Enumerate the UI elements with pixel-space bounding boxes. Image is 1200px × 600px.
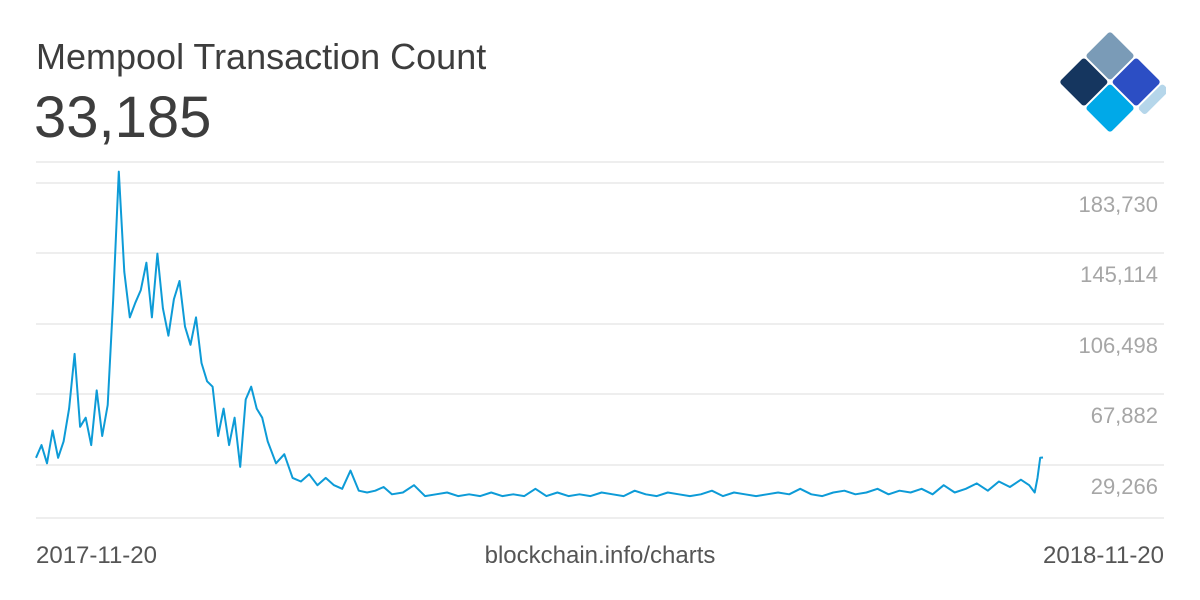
logo-tile-top	[1086, 32, 1134, 80]
series-layer	[35, 170, 1044, 498]
x-axis-end-label: 2018-11-20	[1043, 542, 1164, 569]
current-value: 33,185	[34, 85, 212, 150]
x-axis-start-label: 2017-11-20	[36, 542, 157, 569]
y-tick-label: 183,730	[1078, 192, 1158, 217]
series-line	[35, 170, 1044, 498]
blockchain-logo-icon	[1060, 32, 1166, 132]
source-label: blockchain.info/charts	[484, 542, 716, 569]
y-tick-label: 106,498	[1078, 333, 1158, 358]
y-tick-label: 145,114	[1080, 262, 1158, 287]
grid-lines	[36, 161, 1164, 519]
y-axis-ticks: 29,266 67,882 106,498 145,114 183,730	[1078, 192, 1158, 499]
y-tick-label: 29,266	[1091, 474, 1158, 499]
logo-tile-edge	[1138, 84, 1166, 114]
logo-tile-bottom	[1086, 84, 1134, 132]
chart-title: Mempool Transaction Count	[36, 36, 487, 77]
logo-tile-left	[1060, 58, 1108, 106]
logo-tile-right	[1112, 58, 1160, 106]
y-tick-label: 67,882	[1091, 403, 1158, 428]
